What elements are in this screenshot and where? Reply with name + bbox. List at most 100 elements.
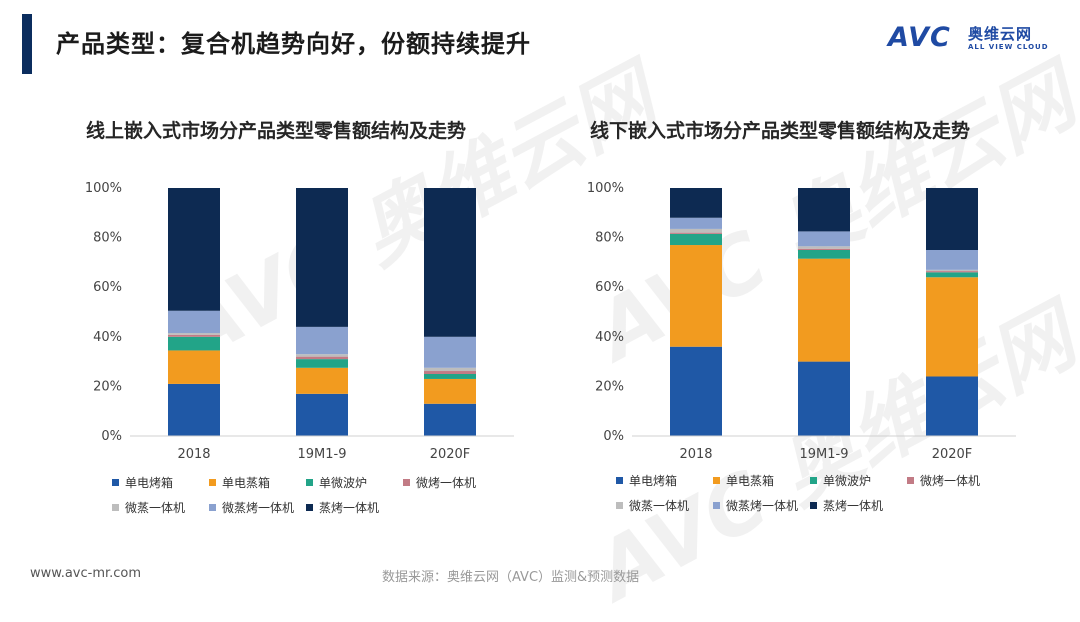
bar-segment — [296, 359, 348, 368]
legend-item: 单电烤箱 — [112, 474, 209, 491]
y-tick-label: 100% — [85, 181, 122, 196]
legend-swatch — [713, 502, 720, 509]
legend-label: 单微波炉 — [319, 476, 368, 490]
bar-segment — [798, 361, 850, 436]
legend-swatch — [403, 479, 410, 486]
bar-segment — [168, 333, 220, 335]
legend-offline: 单电烤箱 单电蒸箱 单微波炉 微烤一体机微蒸一体机 微蒸烤一体机 蒸烤一体机 — [616, 472, 1004, 514]
x-tick-label: 19M1-9 — [298, 447, 347, 462]
chart-online-stacked-bar: 0% 20% 40% 60% 80% 100% 2018 19M1-9 2020F — [85, 181, 514, 462]
x-tick-label: 2018 — [679, 447, 712, 462]
legend-label: 单电烤箱 — [125, 476, 174, 490]
legend-online: 单电烤箱 单电蒸箱 单微波炉 微烤一体机微蒸一体机 微蒸烤一体机 蒸烤一体机 — [112, 474, 500, 516]
legend-item: 微蒸烤一体机 — [713, 497, 810, 514]
legend-label: 单电蒸箱 — [726, 474, 775, 488]
x-tick-label: 2020F — [932, 447, 973, 462]
bar-segment — [168, 188, 220, 311]
legend-item: 蒸烤一体机 — [306, 499, 403, 516]
legend-item: 单电蒸箱 — [209, 474, 306, 491]
legend-label: 单微波炉 — [823, 474, 872, 488]
legend-swatch — [209, 479, 216, 486]
bar-segment — [296, 354, 348, 357]
bar-segment — [296, 356, 348, 360]
bar-segment — [926, 376, 978, 436]
bar-segment — [424, 378, 476, 404]
bar-segment — [168, 350, 220, 384]
legend-item: 微烤一体机 — [403, 474, 500, 491]
y-tick-label: 60% — [595, 280, 624, 295]
y-tick-label: 0% — [101, 429, 122, 444]
legend-swatch — [112, 479, 119, 486]
legend-swatch — [810, 502, 817, 509]
legend-label: 微蒸一体机 — [629, 499, 690, 513]
legend-label: 蒸烤一体机 — [319, 501, 380, 515]
bar-segment — [168, 310, 220, 334]
y-tick-label: 20% — [93, 379, 122, 394]
bar-segment — [424, 371, 476, 374]
legend-item: 微蒸一体机 — [616, 497, 713, 514]
bar-segment — [296, 367, 348, 394]
y-tick-label: 0% — [603, 429, 624, 444]
logo-cn-text: 奥维云网 — [968, 25, 1033, 43]
legend-swatch — [616, 477, 623, 484]
legend-swatch — [306, 504, 313, 511]
y-tick-label: 80% — [595, 231, 624, 246]
bar-segment — [798, 248, 850, 250]
bar-segment — [296, 188, 348, 327]
logo-avc-text: AVC — [888, 22, 951, 53]
bar-segment — [670, 233, 722, 246]
legend-swatch — [713, 477, 720, 484]
bar-segment — [670, 217, 722, 229]
legend-item: 微蒸一体机 — [112, 499, 209, 516]
chart-offline-stacked-bar: 0% 20% 40% 60% 80% 100% 2018 19M1-9 2020F — [587, 181, 1016, 462]
x-tick-label: 2020F — [430, 447, 471, 462]
page-title: 产品类型：复合机趋势向好，份额持续提升 — [56, 30, 531, 58]
bar-segment — [168, 383, 220, 436]
data-source: 数据来源：奥维云网（AVC）监测&预测数据 — [382, 570, 640, 585]
legend-item: 微烤一体机 — [907, 472, 1004, 489]
bar-segment — [798, 246, 850, 249]
legend-label: 微烤一体机 — [920, 474, 981, 488]
bar-segment — [926, 188, 978, 250]
legend-label: 微蒸烤一体机 — [726, 499, 799, 513]
avc-logo: AVC 奥维云网 ALL VIEW CLOUD — [888, 22, 1058, 58]
legend-swatch — [209, 504, 216, 511]
bar-segment — [926, 271, 978, 273]
y-tick-label: 80% — [93, 231, 122, 246]
y-tick-label: 40% — [595, 330, 624, 345]
legend-label: 单电烤箱 — [629, 474, 678, 488]
legend-label: 蒸烤一体机 — [823, 499, 884, 513]
footer-url: www.avc-mr.com — [30, 566, 142, 581]
x-tick-label: 2018 — [177, 447, 210, 462]
legend-label: 微烤一体机 — [416, 476, 477, 490]
y-tick-label: 40% — [93, 330, 122, 345]
legend-item: 单电烤箱 — [616, 472, 713, 489]
legend-swatch — [306, 479, 313, 486]
legend-swatch — [907, 477, 914, 484]
bar-segment — [670, 232, 722, 234]
bar-segment — [926, 272, 978, 278]
legend-swatch — [810, 477, 817, 484]
title-accent-bar — [22, 14, 32, 74]
legend-label: 单电蒸箱 — [222, 476, 271, 490]
bar-segment — [670, 228, 722, 233]
bar-segment — [798, 250, 850, 259]
bar-segment — [296, 326, 348, 355]
legend-item: 单微波炉 — [306, 474, 403, 491]
y-tick-label: 20% — [595, 379, 624, 394]
bar-segment — [798, 231, 850, 247]
bar-segment — [670, 188, 722, 218]
legend-swatch — [616, 502, 623, 509]
bar-segment — [424, 336, 476, 368]
x-tick-label: 19M1-9 — [800, 447, 849, 462]
legend-item: 蒸烤一体机 — [810, 497, 907, 514]
bar-segment — [424, 188, 476, 337]
logo-en-text: ALL VIEW CLOUD — [968, 43, 1049, 51]
bar-segment — [424, 374, 476, 379]
y-tick-label: 100% — [587, 181, 624, 196]
bar-segment — [670, 346, 722, 436]
bar-segment — [926, 250, 978, 270]
bar-segment — [424, 367, 476, 372]
legend-item: 微蒸烤一体机 — [209, 499, 306, 516]
legend-label: 微蒸烤一体机 — [222, 501, 295, 515]
